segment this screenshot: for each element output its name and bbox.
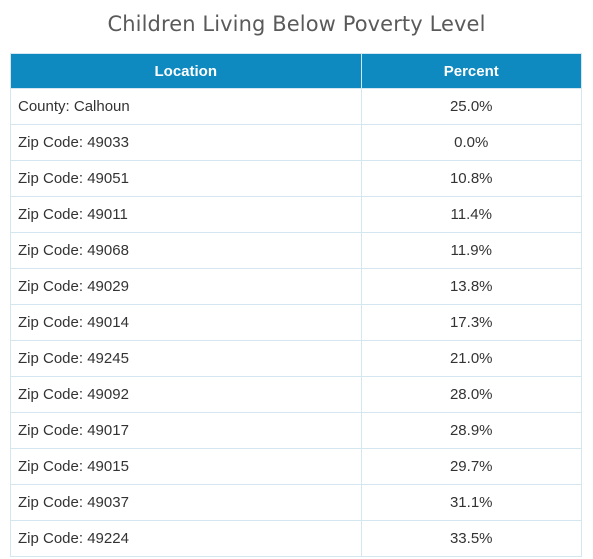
table-row: Zip Code: 49017 28.9% (11, 412, 581, 449)
location-cell: Zip Code: 49224 (11, 520, 362, 556)
location-cell: Zip Code: 49092 (11, 376, 362, 413)
location-cell: Zip Code: 49014 (11, 304, 362, 341)
column-header-location: Location (11, 54, 362, 89)
percent-cell: 21.0% (361, 340, 581, 377)
table-body: County: Calhoun 25.0% Zip Code: 49033 0.0% Z… (11, 88, 581, 556)
percent-cell: 28.0% (361, 376, 581, 413)
table-row: Zip Code: 49092 28.0% (11, 376, 581, 413)
chart-title: Children Living Below Poverty Level (107, 12, 486, 36)
table-row: Zip Code: 49224 33.5% (11, 520, 581, 556)
location-cell: Zip Code: 49068 (11, 232, 362, 269)
table-row: Zip Code: 49051 10.8% (11, 160, 581, 197)
percent-cell: 25.0% (361, 88, 581, 125)
percent-cell: 31.1% (361, 484, 581, 521)
table-row: Zip Code: 49014 17.3% (11, 304, 581, 341)
location-cell: Zip Code: 49017 (11, 412, 362, 449)
table-row: Zip Code: 49245 21.0% (11, 340, 581, 377)
location-cell: Zip Code: 49033 (11, 124, 362, 161)
data-table-container: Location Percent County: Calhoun 25.0% Zip… (10, 53, 582, 557)
table-row: Zip Code: 49068 11.9% (11, 232, 581, 269)
percent-cell: 10.8% (361, 160, 581, 197)
table-header: Location Percent (11, 54, 581, 89)
table-row: County: Calhoun 25.0% (11, 88, 581, 125)
location-cell: Zip Code: 49029 (11, 268, 362, 305)
percent-cell: 33.5% (361, 520, 581, 556)
percent-cell: 17.3% (361, 304, 581, 341)
percent-cell: 29.7% (361, 448, 581, 485)
location-cell: Zip Code: 49245 (11, 340, 362, 377)
table-row: Zip Code: 49037 31.1% (11, 484, 581, 521)
percent-cell: 11.4% (361, 196, 581, 233)
location-cell: Zip Code: 49051 (11, 160, 362, 197)
table-row: Zip Code: 49015 29.7% (11, 448, 581, 485)
percent-cell: 13.8% (361, 268, 581, 305)
percent-cell: 11.9% (361, 232, 581, 269)
column-header-percent: Percent (361, 54, 581, 89)
table-row: Zip Code: 49033 0.0% (11, 124, 581, 161)
table-row: Zip Code: 49011 11.4% (11, 196, 581, 233)
table-header-row: Location Percent (11, 54, 581, 89)
data-table: Location Percent County: Calhoun 25.0% Zip… (11, 54, 581, 556)
percent-cell: 0.0% (361, 124, 581, 161)
location-cell: County: Calhoun (11, 88, 362, 125)
location-cell: Zip Code: 49037 (11, 484, 362, 521)
table-row: Zip Code: 49029 13.8% (11, 268, 581, 305)
percent-cell: 28.9% (361, 412, 581, 449)
location-cell: Zip Code: 49015 (11, 448, 362, 485)
location-cell: Zip Code: 49011 (11, 196, 362, 233)
